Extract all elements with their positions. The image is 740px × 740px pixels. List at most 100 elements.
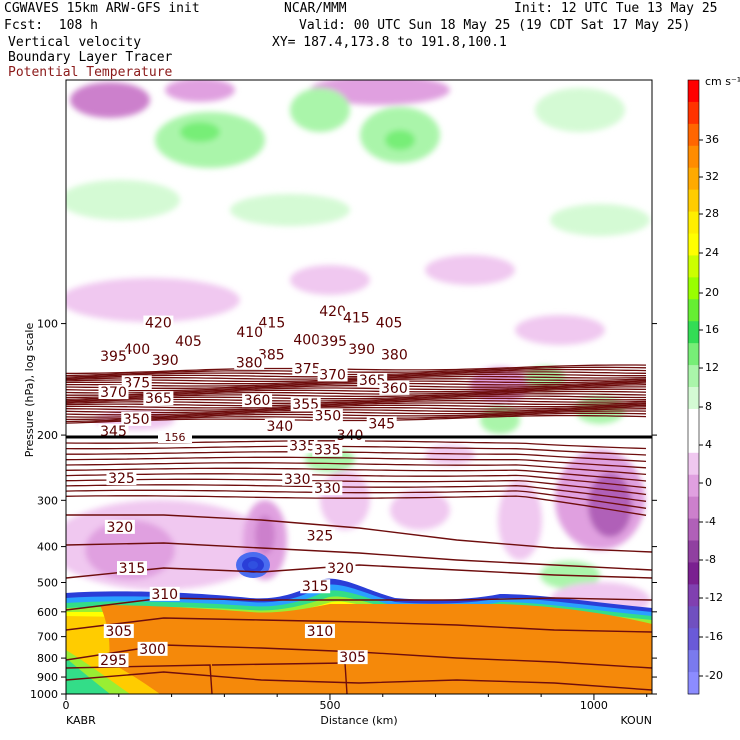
field-label-theta: Potential Temperature — [8, 65, 173, 80]
theta-label-bg — [282, 471, 313, 486]
field-label-vertical-velocity: Vertical velocity — [8, 35, 142, 50]
theta-contour-label: 410 — [236, 325, 263, 341]
colorbar-label: -8 — [705, 553, 716, 566]
y-axis-label: Pressure (hPa), log scale — [23, 323, 36, 458]
theta-contour-mid — [66, 445, 647, 456]
colorbar-swatch — [688, 672, 699, 695]
colorbar-label: 8 — [705, 400, 712, 413]
y-tick-label: 600 — [37, 606, 58, 619]
plot-frame — [65, 79, 653, 695]
theta-contour-mid — [66, 462, 647, 476]
theta-label-bg — [374, 315, 405, 330]
theta-label-bg — [98, 348, 129, 363]
theta-contours — [66, 364, 652, 694]
theta-contour-upper — [66, 371, 647, 380]
colorbar-swatch — [688, 255, 699, 278]
colorbar-swatch — [688, 321, 699, 344]
colorbar-label: 4 — [705, 438, 712, 451]
colorbar-label: -16 — [705, 630, 723, 643]
colorbar-swatch — [688, 452, 699, 476]
theta-contour-label: 380 — [236, 355, 263, 371]
colorbar-label: 36 — [705, 133, 719, 146]
colorbar-swatch — [688, 189, 699, 213]
theta-contour-lower — [66, 542, 652, 571]
theta-label-bg — [121, 411, 152, 426]
colorbar-swatch — [688, 101, 699, 125]
init-time: Init: 12 UTC Tue 13 May 25 — [514, 1, 718, 16]
theta-contour-label: 395 — [100, 349, 127, 365]
theta-label-bg — [137, 641, 168, 656]
colorbar-frame — [687, 79, 700, 695]
colorbar-swatch — [688, 233, 699, 256]
valid-time: Valid: 00 UTC Sun 18 May 25 (19 CDT Sat … — [299, 18, 691, 33]
theta-contour-lower — [66, 671, 652, 691]
theta-label-bg — [292, 361, 323, 376]
theta-label-bg — [346, 342, 377, 357]
colorbar-swatch — [688, 408, 699, 432]
theta-contour-label: 370 — [100, 385, 127, 401]
theta-contour-label: 390 — [152, 353, 179, 369]
theta-label-bg — [290, 397, 321, 412]
colorbar-label: 28 — [705, 207, 719, 220]
theta-contour-label: 400 — [123, 342, 150, 358]
theta-label-bg — [242, 393, 273, 408]
colorbar-label: -20 — [705, 669, 723, 682]
colorbar-swatch — [688, 540, 699, 563]
theta-contour-upper — [66, 403, 647, 411]
tropopause-label: 156 — [165, 431, 186, 444]
theta-contour-label: 415 — [259, 316, 286, 332]
colorbar-swatch — [688, 628, 699, 651]
theta-contour-label: 320 — [106, 520, 133, 536]
y-tick-label: 700 — [37, 631, 58, 644]
cross-section-endpoints: XY= 187.4,173.8 to 191.8,100.1 — [272, 35, 507, 50]
theta-contour-label: 395 — [320, 334, 347, 350]
theta-label-bg — [312, 408, 343, 423]
theta-label-bg — [121, 375, 152, 390]
theta-contour-mid — [66, 489, 647, 509]
theta-contour-label: 420 — [145, 316, 172, 332]
colorbar-label: 24 — [705, 246, 719, 259]
colorbar-swatch — [688, 365, 699, 388]
x-tick-label: 1000 — [580, 699, 608, 712]
center-label: NCAR/MMM — [284, 1, 347, 16]
theta-label-bg — [106, 471, 137, 486]
colorbar-swatch — [688, 145, 699, 169]
colorbar-label: 16 — [705, 323, 719, 336]
colorbar-swatch — [688, 650, 699, 673]
theta-contour-upper — [66, 410, 647, 421]
x-axis-label: Distance (km) — [320, 714, 397, 727]
theta-label-bg — [103, 623, 134, 638]
theta-label-bg — [234, 324, 265, 339]
colorbar-swatch — [688, 496, 699, 520]
colorbar-label: 20 — [705, 286, 719, 299]
end-station-label: KOUN — [620, 714, 652, 727]
theta-contour-upper — [66, 382, 647, 392]
theta-contour-lower — [66, 514, 652, 553]
y-axis: 100 200 300 400 500 600 700 800 900 1000 — [30, 318, 657, 701]
theta-contour-lower — [66, 617, 652, 633]
theta-contour-label: 370 — [319, 367, 346, 383]
colorbar: 36 32 28 24 20 16 12 8 4 0 -4 -8 -12 -16 -20 — [687, 79, 723, 695]
theta-contour-label: 325 — [307, 529, 334, 545]
colorbar-swatch — [688, 211, 699, 234]
colorbar-label: 32 — [705, 170, 719, 183]
theta-contour-upper — [66, 406, 647, 416]
theta-label-bg — [304, 528, 335, 543]
theta-contour-label: 310 — [307, 624, 334, 640]
theta-contour-upper — [66, 412, 647, 423]
colorbar-swatch — [688, 387, 699, 410]
colorbar-swatch — [688, 562, 699, 585]
theta-contour-label: 350 — [123, 412, 150, 428]
theta-label-bg — [317, 367, 348, 382]
y-tick-label: 1000 — [30, 688, 58, 701]
theta-label-bg — [143, 315, 174, 330]
colorbar-label: -4 — [705, 515, 716, 528]
theta-contour-label: 405 — [376, 316, 403, 332]
theta-contour-label: 305 — [339, 650, 366, 666]
theta-contour-upper — [66, 368, 647, 378]
theta-contour-upper — [66, 366, 647, 377]
theta-contour-lower — [66, 564, 652, 579]
theta-contour-label: 365 — [359, 373, 386, 389]
theta-label-bg — [325, 561, 356, 576]
